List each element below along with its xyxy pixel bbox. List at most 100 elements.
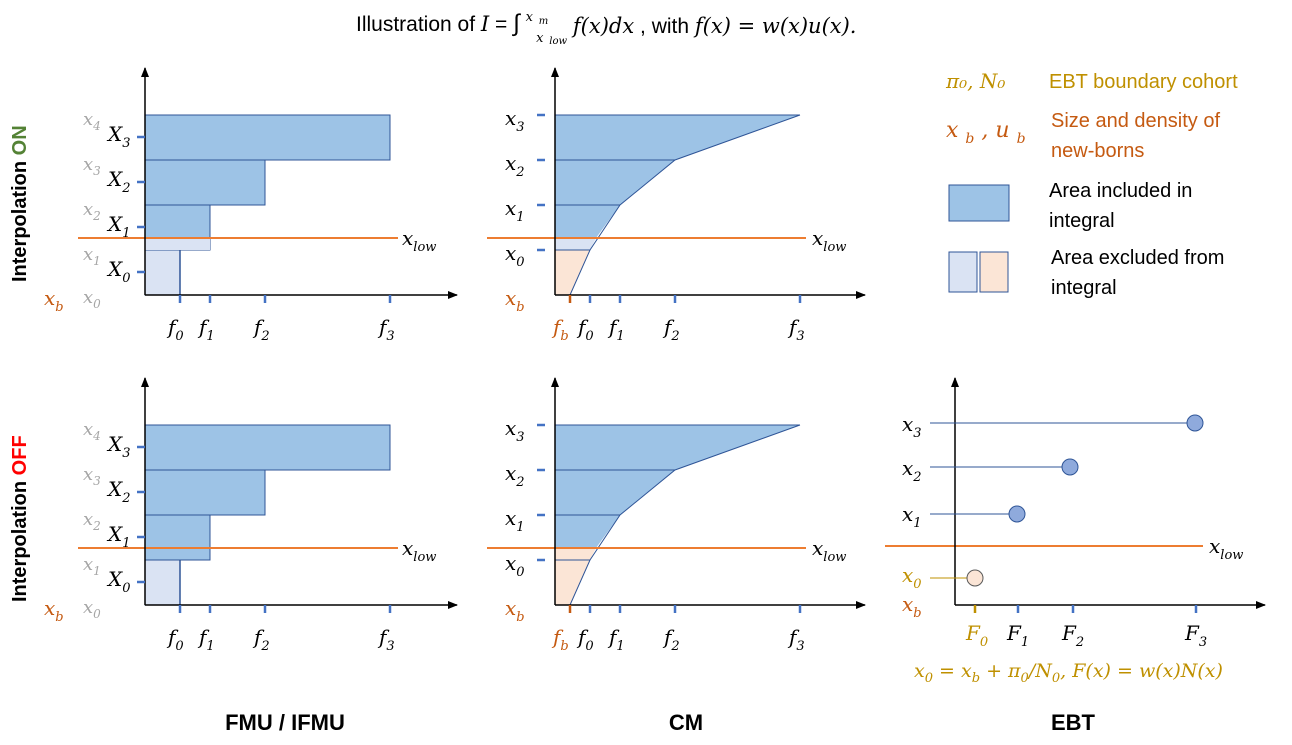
title-mid: , with [640,15,695,38]
legend-excluded-swatch-orange [979,251,1009,293]
title-integral: ∫ [511,10,521,37]
row-label-off: Interpolation OFF [9,435,31,602]
legend: π₀, N₀ EBT boundary cohort x b , u b Siz… [945,69,1238,299]
legend-newborn-symbol: x b , u b [946,118,1026,149]
fmu-on-node-X0: X0 [106,257,131,286]
title-prefix: Illustration of [356,13,481,36]
fmu-off-node-X1: X1 [106,522,131,551]
svg-text:Interpolation OFF: Interpolation OFF [9,435,31,602]
fmu-on-tick-f3: f3 [377,315,395,344]
fmu-off-tick-f2: f2 [252,625,270,654]
cm-on-excluded-orange [555,250,590,295]
panel-cm-on [487,67,866,303]
title-upper: x [526,10,534,25]
fmu-on-bin-0-excluded [144,249,181,296]
fmu-on-bin-1-excluded [145,237,210,250]
fmu-off-node-X0: X0 [106,567,131,596]
ebt-tick-F0: F0 [965,621,988,650]
legend-newborn-u: u [995,118,1009,143]
cm-off-node-x0: x0 [505,551,525,580]
legend-newborn-u-sub: b [1017,131,1026,147]
fmu-on-bin-2 [144,159,266,206]
ebt-formula-rest: , F(x) = w(x)N(x) [1060,660,1223,682]
fmu-off-tick-f1: f1 [197,625,215,654]
fmu-off-edge-x2: x2 [83,509,101,533]
title-integrand: f(x)dx [571,14,634,38]
legend-newborn-x: x [946,118,959,143]
fmu-on-edge-x3: x3 [83,154,101,178]
fmu-off-node-X3: X3 [106,432,131,461]
cm-off-xlow-label: xlow [812,536,846,565]
row-off-word: OFF [9,435,31,475]
fmu-off-tick-f3: f3 [377,625,395,654]
ebt-formula-slash: /N [1027,660,1053,682]
title-fdef: f(x) = w(x)u(x). [693,14,857,38]
cm-on-node-x2: x2 [505,151,525,180]
ebt-label-xb: xb [902,592,922,621]
fmu-off-edge-x0: x0 [83,597,101,621]
ebt-formula-lhs-sub: 0 [925,671,933,686]
ebt-formula-xb-sub: b [972,671,980,686]
ebt-point-x3 [1186,414,1204,432]
title-upper-sub: m [539,16,548,27]
fmu-on-xb: xb [44,286,64,315]
cm-on-node-x0: x0 [505,241,525,270]
ebt-formula-lhs: x [914,660,925,682]
cm-off-tick-f1: f1 [607,625,625,654]
svg-text:Illustration of I: Illustration of I = ∫ x m x low f(x)dx ,… [356,3,857,49]
cm-on-tick-f0: f0 [576,315,594,344]
cm-off-node-x3: x3 [505,416,525,445]
column-title-cm: CM [669,710,703,735]
ebt-formula: x0 = xb + π0/N0, F(x) = w(x)N(x) [914,660,1223,686]
cm-off-excluded-orange-2 [555,548,596,560]
title-eq: = [495,13,513,36]
cm-off-node-x1: x1 [505,506,525,535]
cm-off-xb: xb [505,596,525,625]
ebt-formula-pi-sub: 0 [1021,671,1029,686]
fmu-off-node-X2: X2 [106,477,131,506]
cm-on-tick-fb: fb [551,315,569,344]
legend-excluded-text-1: Area excluded from [1051,247,1224,269]
title-lower: x [536,31,544,46]
fmu-off-tick-f0: f0 [166,625,184,654]
ebt-tick-F3: F3 [1184,621,1207,650]
ebt-tick-F2: F2 [1061,621,1084,650]
fmu-on-xlow-label: xlow [402,226,436,255]
legend-newborn-text-2: new-borns [1051,140,1144,162]
cm-off-tick-f3: f3 [787,625,805,654]
legend-newborn-x-sub: b [965,131,974,147]
legend-newborn-sep: , [981,118,995,143]
fmu-on-edge-x0: x0 [83,287,101,311]
cm-on-xb: xb [505,286,525,315]
cm-on-node-x1: x1 [505,196,525,225]
ebt-formula-plus: + π [980,660,1021,682]
fmu-off-bin-2 [144,469,266,516]
figure-title: Illustration of I = ∫ x m x low f(x)dx ,… [356,3,857,49]
fmu-on-node-X3: X3 [106,122,131,151]
cm-off-included-area [555,425,800,548]
legend-newborn-text-1: Size and density of [1051,110,1220,132]
legend-included-text-2: integral [1049,210,1115,232]
fmu-off-xb: xb [44,596,64,625]
panel-fmu-off [78,377,458,613]
column-title-ebt: EBT [1051,710,1096,735]
panel-fmu-on [78,67,458,303]
cm-on-xlow-label: xlow [812,226,846,255]
cm-off-tick-fb: fb [551,625,569,654]
fmu-off-edge-x3: x3 [83,464,101,488]
svg-text:Interpolation ON: Interpolation ON [9,125,31,282]
fmu-on-node-X1: X1 [106,212,131,241]
fmu-on-node-X2: X2 [106,167,131,196]
cm-on-included-area [555,115,800,238]
title-lower-sub: low [549,36,567,47]
cm-on-tick-f1: f1 [607,315,625,344]
ebt-point-x2 [1061,458,1079,476]
cm-off-node-x2: x2 [505,461,525,490]
panel-cm-off [487,377,866,613]
ebt-tick-F1: F1 [1006,621,1029,650]
ebt-label-x3: x3 [902,412,922,441]
cm-on-excluded-blue [555,238,596,250]
legend-excluded-text-2: integral [1051,277,1117,299]
